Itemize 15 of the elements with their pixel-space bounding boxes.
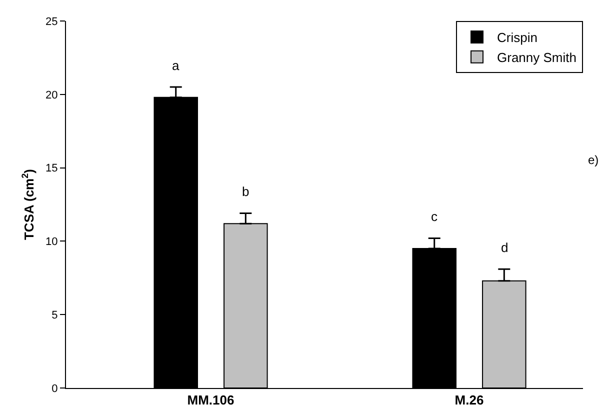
text: e) — [588, 153, 599, 167]
legend-label: Granny Smith — [497, 50, 576, 65]
legend-label: Crispin — [497, 30, 538, 46]
y-tick-label: 10 — [46, 236, 58, 248]
y-tick-label: 5 — [52, 309, 58, 322]
data-label: a — [172, 58, 180, 73]
x-tick-label: M.26 — [454, 392, 484, 408]
y-tick-label: 20 — [46, 89, 58, 102]
data-label: b — [242, 184, 250, 199]
y-tick-label: 25 — [46, 16, 58, 28]
data-label: c — [431, 209, 438, 224]
y-tick-label: 0 — [52, 382, 58, 395]
y-tick-label: 15 — [46, 162, 58, 175]
x-tick-label: MM.106 — [187, 392, 234, 408]
data-label: d — [501, 240, 508, 255]
